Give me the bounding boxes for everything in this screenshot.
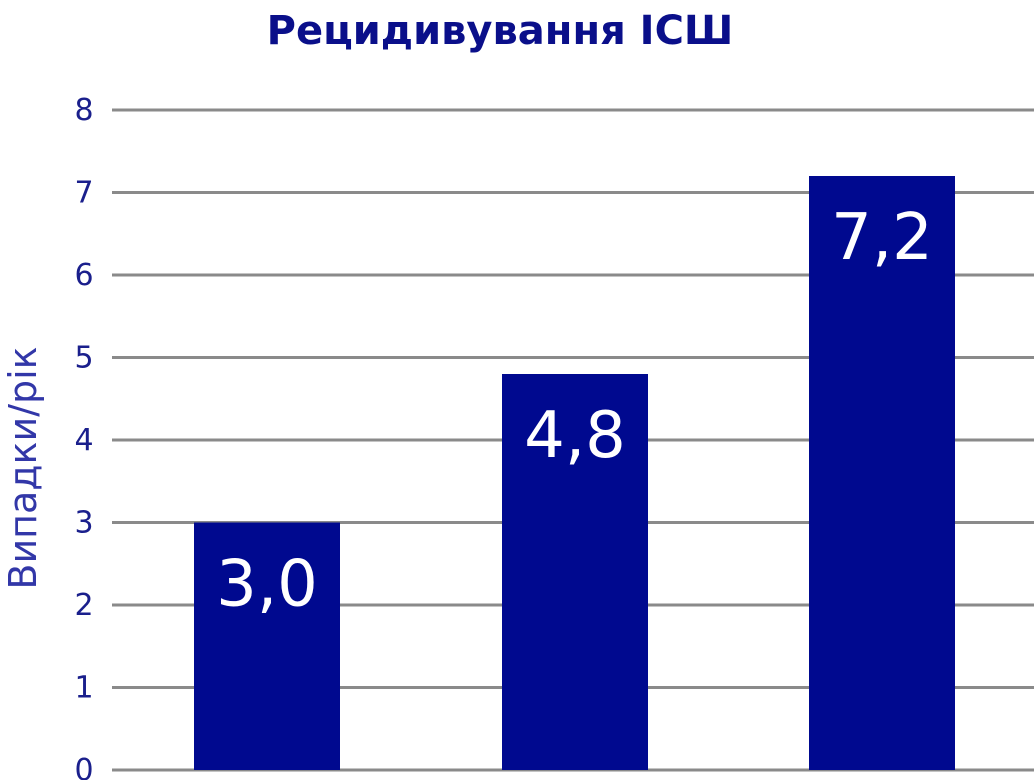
y-tick-label-2: 2 <box>74 588 93 623</box>
bar-value-label-3: 7,2 <box>831 201 933 275</box>
y-tick-label-1: 1 <box>74 671 93 706</box>
y-axis-label: Випадки/рік <box>1 346 45 589</box>
y-tick-label-6: 6 <box>74 258 93 293</box>
bars <box>194 176 955 770</box>
y-tick-label-3: 3 <box>74 506 93 541</box>
bar-value-label-2: 4,8 <box>524 399 626 473</box>
chart-title: Рецидивування ІСШ <box>267 8 734 54</box>
bar-2 <box>502 374 648 770</box>
y-tick-label-8: 8 <box>74 93 93 128</box>
y-tick-label-7: 7 <box>74 176 93 211</box>
y-tick-label-4: 4 <box>74 423 93 458</box>
y-tick-label-5: 5 <box>74 341 93 376</box>
y-tick-label-0: 0 <box>74 753 93 780</box>
bar-1 <box>194 522 340 770</box>
data-labels: 3,0 4,8 7,2 <box>216 201 933 622</box>
bar-value-label-1: 3,0 <box>216 548 318 622</box>
y-axis-ticks: 0 1 2 3 4 5 6 7 8 <box>74 93 93 784</box>
bar-3 <box>809 176 955 770</box>
